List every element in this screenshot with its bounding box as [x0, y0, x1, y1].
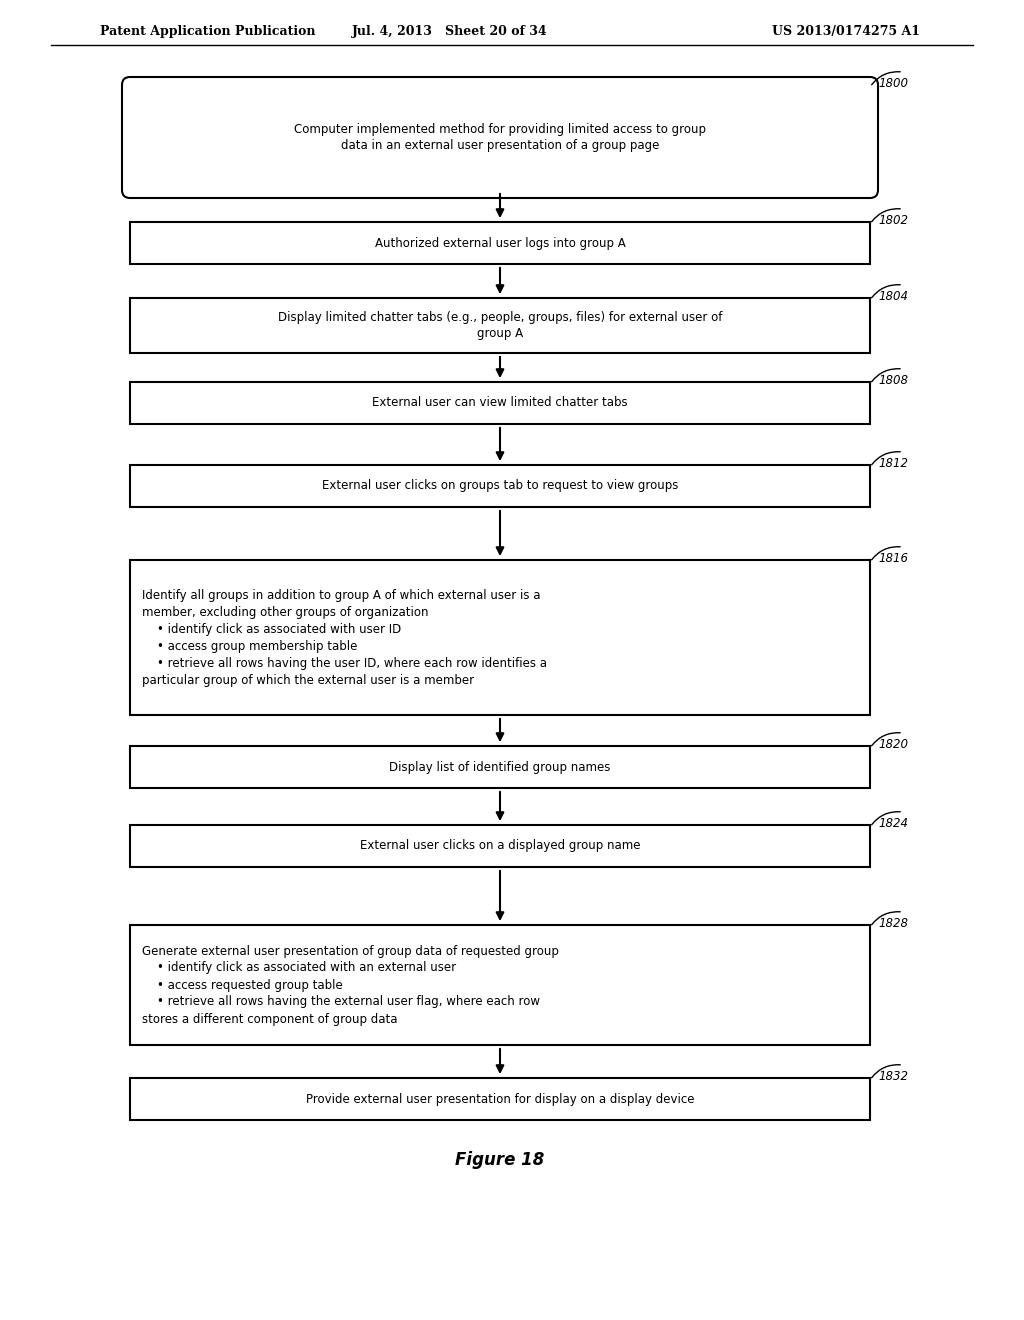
Text: Generate external user presentation of group data of requested group
    • ident: Generate external user presentation of g… — [142, 945, 559, 1026]
FancyBboxPatch shape — [122, 77, 878, 198]
Text: External user can view limited chatter tabs: External user can view limited chatter t… — [372, 396, 628, 409]
Text: 1832: 1832 — [878, 1071, 908, 1082]
Text: 1812: 1812 — [878, 457, 908, 470]
Text: 1802: 1802 — [878, 214, 908, 227]
Bar — [130, 381, 870, 424]
Bar — [130, 825, 870, 867]
Text: Computer implemented method for providing limited access to group
data in an ext: Computer implemented method for providin… — [294, 123, 706, 153]
Text: 1828: 1828 — [878, 917, 908, 931]
Bar — [130, 925, 870, 1045]
Text: Patent Application Publication: Patent Application Publication — [100, 25, 315, 38]
Text: External user clicks on a displayed group name: External user clicks on a displayed grou… — [359, 840, 640, 853]
Bar — [130, 1078, 870, 1119]
Bar — [130, 560, 870, 715]
Text: External user clicks on groups tab to request to view groups: External user clicks on groups tab to re… — [322, 479, 678, 492]
Text: 1820: 1820 — [878, 738, 908, 751]
Text: 1800: 1800 — [878, 77, 908, 90]
Text: Authorized external user logs into group A: Authorized external user logs into group… — [375, 236, 626, 249]
Text: 1808: 1808 — [878, 374, 908, 387]
Text: Display list of identified group names: Display list of identified group names — [389, 760, 610, 774]
Text: Display limited chatter tabs (e.g., people, groups, files) for external user of
: Display limited chatter tabs (e.g., peop… — [278, 310, 722, 341]
Bar — [130, 746, 870, 788]
Text: Provide external user presentation for display on a display device: Provide external user presentation for d… — [306, 1093, 694, 1106]
Bar — [130, 298, 870, 352]
Text: 1816: 1816 — [878, 552, 908, 565]
Text: 1804: 1804 — [878, 290, 908, 304]
Text: Jul. 4, 2013   Sheet 20 of 34: Jul. 4, 2013 Sheet 20 of 34 — [352, 25, 548, 38]
Text: Figure 18: Figure 18 — [456, 1151, 545, 1170]
Bar — [130, 465, 870, 507]
Text: Identify all groups in addition to group A of which external user is a
member, e: Identify all groups in addition to group… — [142, 589, 547, 686]
Text: US 2013/0174275 A1: US 2013/0174275 A1 — [772, 25, 920, 38]
Bar — [130, 222, 870, 264]
Text: 1824: 1824 — [878, 817, 908, 830]
